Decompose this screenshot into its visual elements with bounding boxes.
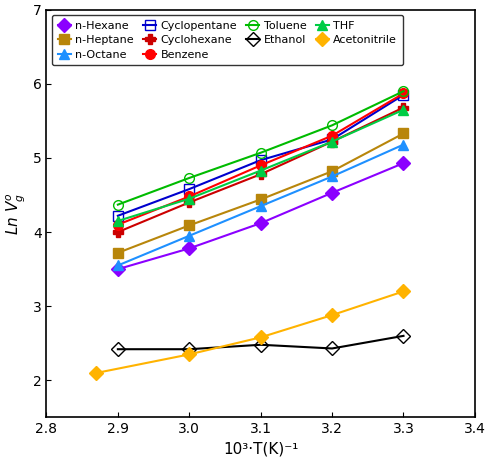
Acetonitrile xyxy=(400,289,406,294)
Ethanol xyxy=(258,342,264,348)
n-Octane xyxy=(258,203,264,209)
Acetonitrile xyxy=(258,335,264,340)
Toluene xyxy=(329,123,335,128)
Benzene xyxy=(400,91,406,96)
Toluene xyxy=(186,175,192,181)
Cyclohexane xyxy=(400,105,406,110)
Legend: n-Hexane, n-Heptane, n-Octane, Cyclopentane, Cyclohexane, Benzene, Toluene, Etha: n-Hexane, n-Heptane, n-Octane, Cyclopent… xyxy=(52,15,403,65)
n-Hexane xyxy=(258,220,264,226)
Cyclopentane xyxy=(329,136,335,142)
Benzene xyxy=(329,133,335,138)
Line: Toluene: Toluene xyxy=(113,86,408,209)
Line: Cyclopentane: Cyclopentane xyxy=(113,90,408,221)
n-Octane xyxy=(400,142,406,148)
Toluene xyxy=(115,202,121,207)
Cyclopentane xyxy=(258,157,264,163)
Line: n-Octane: n-Octane xyxy=(113,140,408,270)
Acetonitrile xyxy=(94,370,99,376)
n-Hexane xyxy=(186,246,192,251)
Y-axis label: $\mathit{Ln}\ V_g^o$: $\mathit{Ln}\ V_g^o$ xyxy=(4,192,27,235)
Benzene xyxy=(115,222,121,227)
Cyclohexane xyxy=(186,200,192,205)
n-Heptane xyxy=(115,250,121,255)
n-Hexane xyxy=(400,160,406,166)
THF xyxy=(115,218,121,224)
n-Octane xyxy=(115,263,121,268)
Cyclohexane xyxy=(258,171,264,177)
Toluene xyxy=(258,150,264,155)
Line: Ethanol: Ethanol xyxy=(113,331,408,354)
Benzene xyxy=(258,163,264,168)
Cyclopentane xyxy=(186,186,192,192)
Ethanol xyxy=(186,347,192,352)
Line: n-Heptane: n-Heptane xyxy=(113,129,408,258)
THF xyxy=(186,196,192,201)
Line: Acetonitrile: Acetonitrile xyxy=(92,287,408,378)
Benzene xyxy=(186,194,192,199)
n-Octane xyxy=(329,174,335,179)
Cyclohexane xyxy=(329,139,335,144)
n-Heptane xyxy=(258,197,264,202)
Ethanol xyxy=(400,333,406,339)
n-Hexane xyxy=(329,190,335,195)
Toluene xyxy=(400,89,406,94)
Acetonitrile xyxy=(329,313,335,318)
Cyclopentane xyxy=(115,213,121,219)
Cyclohexane xyxy=(115,229,121,235)
Ethanol xyxy=(329,346,335,351)
THF xyxy=(258,168,264,173)
n-Heptane xyxy=(400,131,406,136)
n-Hexane xyxy=(115,266,121,272)
Ethanol xyxy=(115,347,121,352)
n-Heptane xyxy=(329,169,335,174)
Line: Cyclohexane: Cyclohexane xyxy=(113,103,408,237)
n-Octane xyxy=(186,233,192,238)
Cyclopentane xyxy=(400,92,406,98)
Line: n-Hexane: n-Hexane xyxy=(113,158,408,274)
Acetonitrile xyxy=(186,352,192,357)
THF xyxy=(329,139,335,144)
THF xyxy=(400,107,406,112)
X-axis label: 10³·T(K)⁻¹: 10³·T(K)⁻¹ xyxy=(223,442,298,457)
Line: Benzene: Benzene xyxy=(113,89,408,230)
Line: THF: THF xyxy=(113,105,408,226)
n-Heptane xyxy=(186,223,192,228)
